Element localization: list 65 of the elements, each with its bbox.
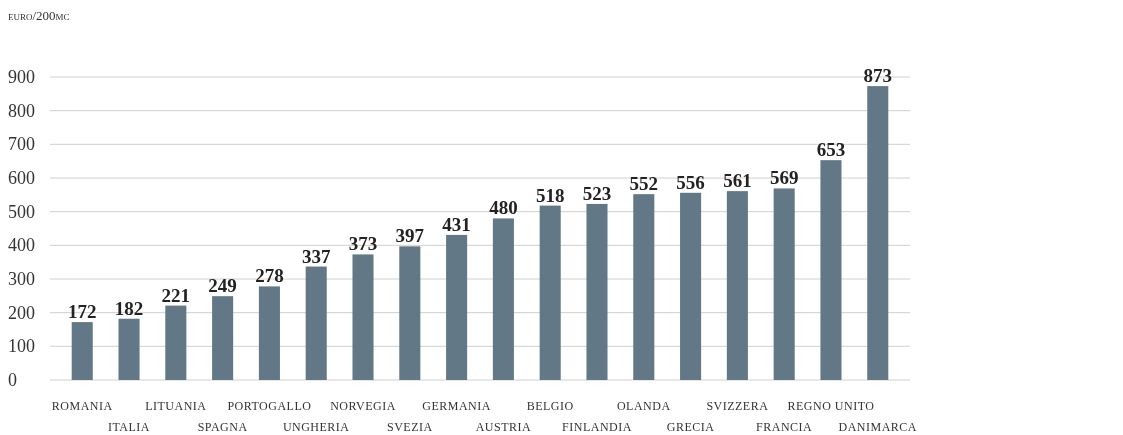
bar <box>773 188 795 380</box>
bar <box>118 318 140 380</box>
x-tick-label: DANIMARCA <box>838 420 918 434</box>
data-label: 337 <box>301 245 331 267</box>
y-axis-title: euro/200mc <box>8 8 70 23</box>
data-label: 480 <box>489 197 518 219</box>
bar <box>633 194 655 380</box>
data-label: 569 <box>769 167 799 189</box>
x-tick-label: NORVEGIA <box>330 399 396 413</box>
x-tick-label: UNGHERIA <box>282 420 350 434</box>
bar <box>680 192 702 380</box>
data-label: 373 <box>348 233 378 255</box>
x-tick-label: SPAGNA <box>197 420 248 434</box>
data-label: 873 <box>863 65 893 87</box>
x-tick-label: REGNO UNITO <box>787 399 875 413</box>
x-tick-label: AUSTRIA <box>475 420 532 434</box>
data-label: 653 <box>816 139 846 161</box>
bar <box>446 234 468 380</box>
x-tick-label: ITALIA <box>108 420 151 434</box>
x-tick-label: GERMANIA <box>422 399 491 413</box>
y-tick-label: 800 <box>8 100 35 121</box>
bar <box>399 246 421 380</box>
data-label: 431 <box>442 213 471 235</box>
data-label: 552 <box>629 173 659 195</box>
bar <box>539 205 561 380</box>
data-label: 518 <box>535 184 565 206</box>
bar <box>586 203 608 380</box>
x-tick-label: FINLANDIA <box>562 420 632 434</box>
data-label: 556 <box>676 171 705 193</box>
y-tick-label: 500 <box>8 201 35 222</box>
y-tick-label: 600 <box>8 168 35 188</box>
bar <box>867 86 889 380</box>
x-tick-label: FRANCIA <box>756 420 813 434</box>
x-tick-label: BELGIO <box>526 399 574 413</box>
bar <box>352 254 374 380</box>
data-label: 172 <box>67 301 97 323</box>
x-tick-label: LITUANIA <box>145 399 207 413</box>
y-tick-label: 100 <box>8 336 35 357</box>
data-label: 221 <box>161 284 191 306</box>
data-label: 278 <box>255 265 284 287</box>
bar <box>726 191 748 380</box>
x-tick-label: SVEZIA <box>386 420 433 434</box>
x-tick-label: GRECIA <box>666 420 715 434</box>
x-tick-label: OLANDA <box>616 399 671 413</box>
y-tick-label: 700 <box>8 134 35 155</box>
data-label: 561 <box>723 170 752 192</box>
bar <box>820 160 842 380</box>
x-tick-label: PORTOGALLO <box>227 399 312 413</box>
bar <box>165 305 187 380</box>
y-tick-label: 400 <box>8 235 35 256</box>
data-label: 182 <box>114 297 144 319</box>
y-tick-label: 900 <box>8 67 35 87</box>
bar <box>258 286 280 380</box>
data-label: 397 <box>395 225 425 247</box>
data-label: 249 <box>208 275 237 297</box>
y-tick-label: 300 <box>8 269 35 289</box>
bar <box>71 322 93 380</box>
y-tick-label: 200 <box>8 302 35 323</box>
x-tick-label: SVIZZERA <box>706 399 769 413</box>
data-label: 523 <box>582 182 612 204</box>
bar <box>492 218 514 380</box>
bar <box>212 296 234 380</box>
x-tick-label: ROMANIA <box>51 399 113 413</box>
y-tick-label: 0 <box>8 370 17 390</box>
bar <box>305 266 327 380</box>
